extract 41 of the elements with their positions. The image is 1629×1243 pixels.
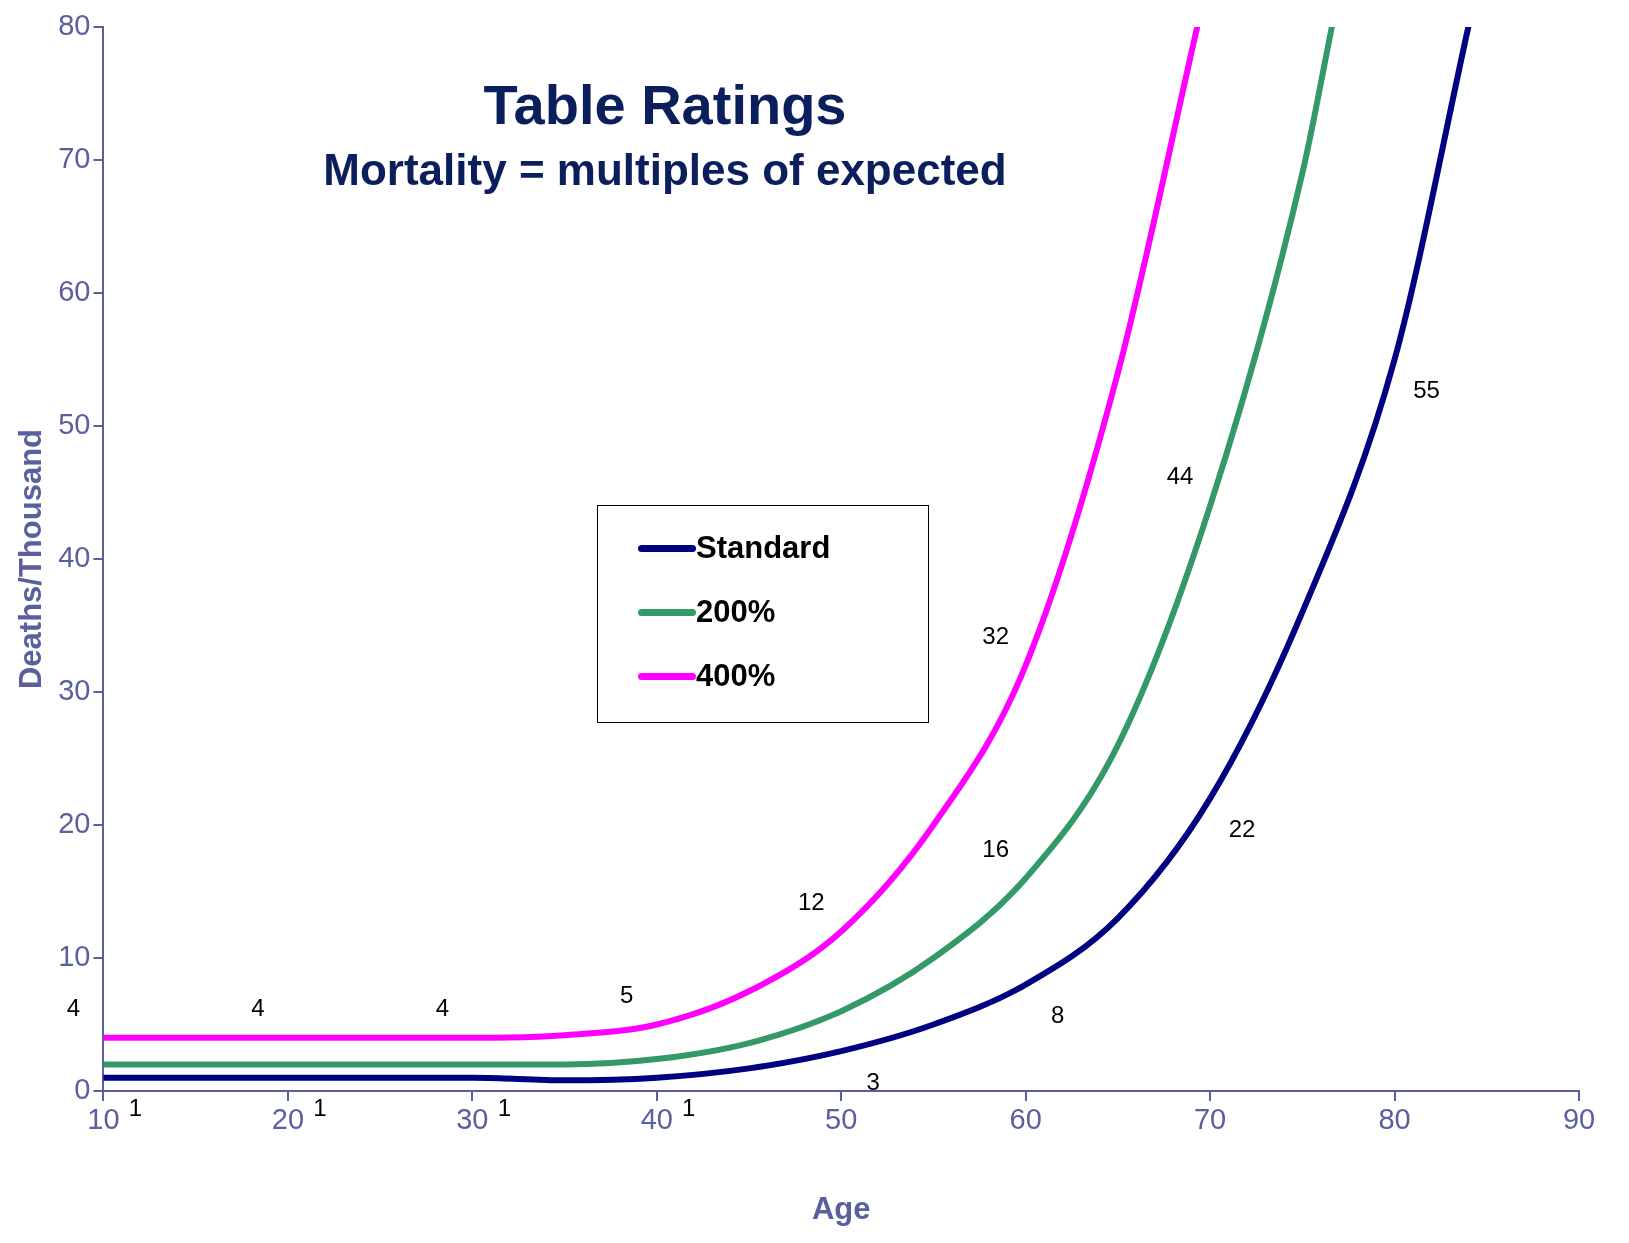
- y-tick-label: 80: [58, 9, 91, 41]
- data-label: 5: [620, 981, 634, 1009]
- legend-label: 400%: [696, 658, 776, 694]
- text: Table Ratings: [482, 72, 848, 137]
- x-tick-label: 70: [1193, 1103, 1227, 1136]
- data-label: 1: [497, 1094, 512, 1122]
- y-axis-title: Deaths/Thousand: [13, 428, 49, 690]
- x-tick-label: 50: [825, 1103, 858, 1136]
- data-label: 55: [1413, 376, 1440, 404]
- data-label: 4: [435, 994, 450, 1022]
- data-label: 1: [128, 1094, 143, 1122]
- y-tick-label: 20: [58, 807, 91, 839]
- y-tick-label: 40: [58, 541, 91, 573]
- data-label: 16: [982, 834, 1010, 862]
- data-label: 1: [682, 1094, 696, 1122]
- data-label: 4: [66, 994, 81, 1022]
- data-label: 32: [982, 622, 1010, 650]
- data-label: 44: [1166, 462, 1194, 490]
- x-tick-label: 80: [1378, 1103, 1411, 1136]
- y-tick-label: 10: [58, 940, 91, 972]
- x-axis-title: Age: [811, 1190, 871, 1226]
- data-label: 8: [1050, 1001, 1065, 1029]
- y-tick-label: 60: [58, 275, 91, 307]
- x-tick-label: 30: [456, 1103, 489, 1136]
- y-tick-label: 0: [74, 1073, 91, 1105]
- text: Mortality = multiples of expected: [322, 145, 1008, 195]
- y-tick-label: 70: [58, 142, 91, 174]
- y-tick-label: 50: [58, 408, 91, 440]
- data-label: 1: [313, 1094, 327, 1122]
- data-label: 3: [866, 1067, 880, 1095]
- x-tick-label: 20: [271, 1103, 305, 1136]
- y-tick-label: 30: [58, 674, 91, 706]
- data-label: 4: [251, 994, 265, 1022]
- data-label: 12: [797, 888, 825, 916]
- data-label: 22: [1228, 815, 1256, 843]
- x-tick-label: 90: [1562, 1103, 1596, 1136]
- x-tick-label: 40: [640, 1103, 673, 1136]
- x-tick-label: 60: [1009, 1103, 1042, 1136]
- legend-label: 200%: [696, 594, 776, 630]
- x-tick-label: 10: [87, 1103, 120, 1136]
- legend-label: Standard: [696, 530, 831, 566]
